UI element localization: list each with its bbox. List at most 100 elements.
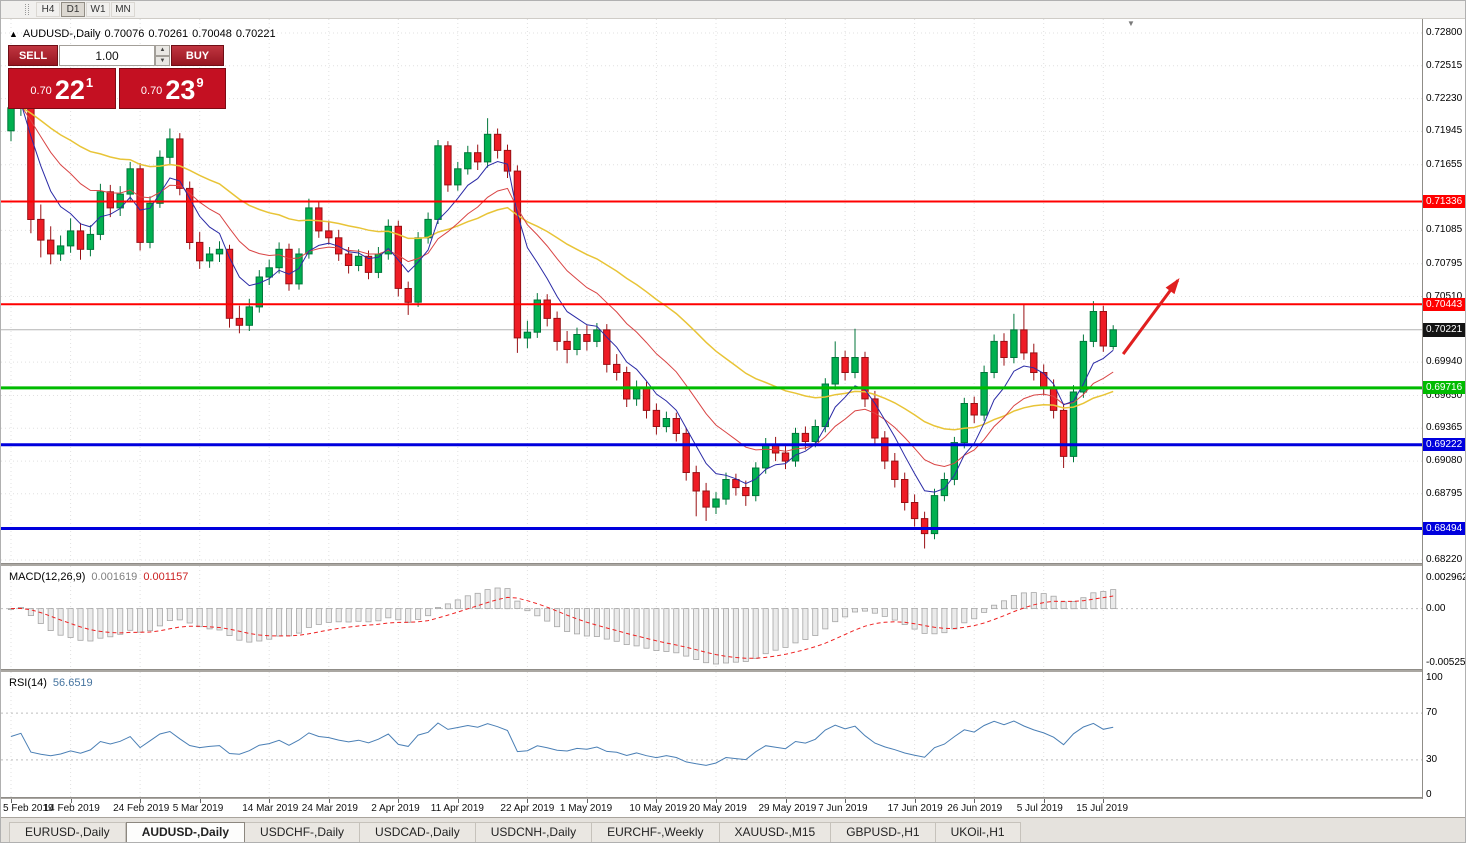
candle (513, 165, 522, 353)
price-tick-label: 0.68220 (1426, 554, 1463, 565)
volume-decrease-button[interactable]: ▼ (155, 55, 170, 66)
candle (76, 222, 85, 260)
candle (891, 453, 899, 488)
candle (205, 247, 214, 268)
macd-histogram (8, 587, 1117, 665)
candle (742, 480, 750, 506)
time-tick-label: 14 Mar 2019 (242, 803, 299, 814)
candle (176, 133, 184, 196)
ohlc-close: 0.70221 (235, 28, 276, 40)
candle (444, 141, 452, 192)
candle (47, 226, 55, 265)
chart-tab-audusd-daily[interactable]: AUDUSD-,Daily (125, 822, 246, 842)
price-tick-label: 0.71655 (1426, 158, 1463, 170)
candle (712, 492, 720, 514)
sell-price-big: 22 (54, 75, 85, 105)
candle (265, 259, 273, 285)
time-tick-label: 5 Mar 2019 (172, 803, 224, 814)
pane-splitter[interactable] (1, 797, 1422, 800)
time-tick (11, 799, 12, 803)
chart-tab-eurusd-daily[interactable]: EURUSD-,Daily (9, 822, 126, 842)
candle (632, 380, 641, 406)
timeframe-button-mn[interactable]: MN (111, 2, 135, 17)
candle (652, 403, 661, 435)
time-tick (1103, 799, 1105, 803)
candle (613, 354, 621, 381)
level-price-label: 0.68494 (1423, 522, 1465, 535)
buy-button[interactable]: BUY (171, 45, 224, 66)
volume-increase-button[interactable]: ▲ (155, 45, 170, 56)
price-axis[interactable]: 0.72800 0.72515 0.72230 0.71945 0.71655 0.710… (1422, 19, 1466, 800)
pane-splitter[interactable] (1, 563, 1422, 566)
chart-shift-marker[interactable]: ▼ (1127, 19, 1135, 28)
chart-tab-eurchf-weekly[interactable]: EURCHF-,Weekly (592, 822, 720, 842)
timeframe-button-h4[interactable]: H4 (36, 2, 60, 17)
price-tick-label: 0.69650 (1426, 389, 1463, 401)
macd-signal-line (10, 595, 1114, 659)
chart-ohlc-header: ▲ AUDUSD-,Daily 0.70076 0.70261 0.70048 0.702… (9, 28, 280, 40)
candle (960, 397, 968, 449)
buy-price-button[interactable]: 0.70 23 9 (118, 68, 226, 109)
sell-button[interactable]: SELL (8, 45, 58, 66)
sell-price-button[interactable]: 0.70 22 1 (8, 68, 116, 109)
chart-tab-usdcad-daily[interactable]: USDCAD-,Daily (360, 822, 476, 842)
candle (1040, 364, 1048, 396)
timeframe-button-d1[interactable]: D1 (61, 2, 85, 17)
main-chart-pane[interactable] (1, 19, 1422, 563)
ma-slow-line (10, 106, 1114, 431)
sell-price-prefix: 0.70 (30, 85, 52, 97)
candle (474, 144, 482, 170)
one-click-collapse-arrow[interactable]: ▲ (9, 29, 18, 39)
rsi-title: RSI(14) (9, 677, 47, 689)
time-tick-label: 20 May 2019 (689, 803, 747, 814)
candle (791, 427, 800, 467)
chart-tab-xauusd-m15[interactable]: XAUUSD-,M15 (719, 822, 832, 842)
time-tick-label: 5 Jul 2019 (1016, 803, 1063, 814)
chart-tab-usdchf-daily[interactable]: USDCHF-,Daily (245, 822, 361, 842)
level-price-label: 0.69716 (1423, 381, 1465, 395)
candle (861, 351, 869, 407)
chart-tab-usdcnh-daily[interactable]: USDCNH-,Daily (475, 822, 593, 842)
time-tick-label: 10 May 2019 (629, 803, 688, 814)
time-tick-label: 24 Feb 2019 (113, 803, 170, 814)
rsi-label: RSI(14) 56.6519 (9, 677, 99, 689)
time-axis[interactable]: 5 Feb 2019 14 Feb 2019 24 Feb 2019 5 Mar 20… (1, 799, 1422, 817)
candle (285, 243, 293, 291)
trend-arrow[interactable] (1121, 278, 1180, 355)
chart-tab-bar: EURUSD-,Daily AUDUSD-,Daily USDCHF-,Daily U… (1, 817, 1465, 842)
timeframe-button-w1[interactable]: W1 (86, 2, 110, 17)
toolbar-grip[interactable] (25, 4, 29, 15)
chart-tab-ukoil-h1[interactable]: UKOil-,H1 (935, 822, 1021, 842)
candle (553, 311, 561, 351)
time-tick (974, 799, 976, 803)
candle (990, 334, 998, 379)
time-tick (199, 799, 201, 803)
candle (96, 183, 105, 241)
candle (196, 232, 204, 269)
candle (702, 482, 710, 521)
candle (603, 324, 611, 373)
ma-mid-line (10, 104, 1114, 468)
candle (156, 150, 164, 208)
candle (305, 198, 313, 259)
chart-tab-gbpusd-h1[interactable]: GBPUSD-,H1 (831, 822, 936, 842)
candle (662, 411, 671, 433)
candle (215, 241, 224, 262)
macd-pane[interactable] (1, 566, 1422, 669)
candle (1089, 301, 1098, 348)
buy-price-pip: 9 (196, 75, 204, 90)
timeframe-toolbar: H4 D1 W1 MN (1, 1, 1465, 19)
candle (980, 365, 988, 421)
time-tick (457, 799, 459, 803)
volume-spinner: ▲ ▼ (155, 45, 170, 66)
pane-splitter[interactable] (1, 669, 1422, 672)
candle (781, 446, 790, 470)
rsi-pane[interactable] (1, 672, 1422, 797)
volume-input[interactable] (59, 45, 155, 66)
time-tick-label: 24 Mar 2019 (301, 803, 358, 814)
price-tick-label: 0.71945 (1426, 125, 1463, 137)
ohlc-low: 0.70048 (192, 28, 232, 40)
candle (503, 144, 512, 178)
candle (1030, 343, 1038, 381)
macd-axis-label: -0.005255 (1426, 657, 1466, 668)
